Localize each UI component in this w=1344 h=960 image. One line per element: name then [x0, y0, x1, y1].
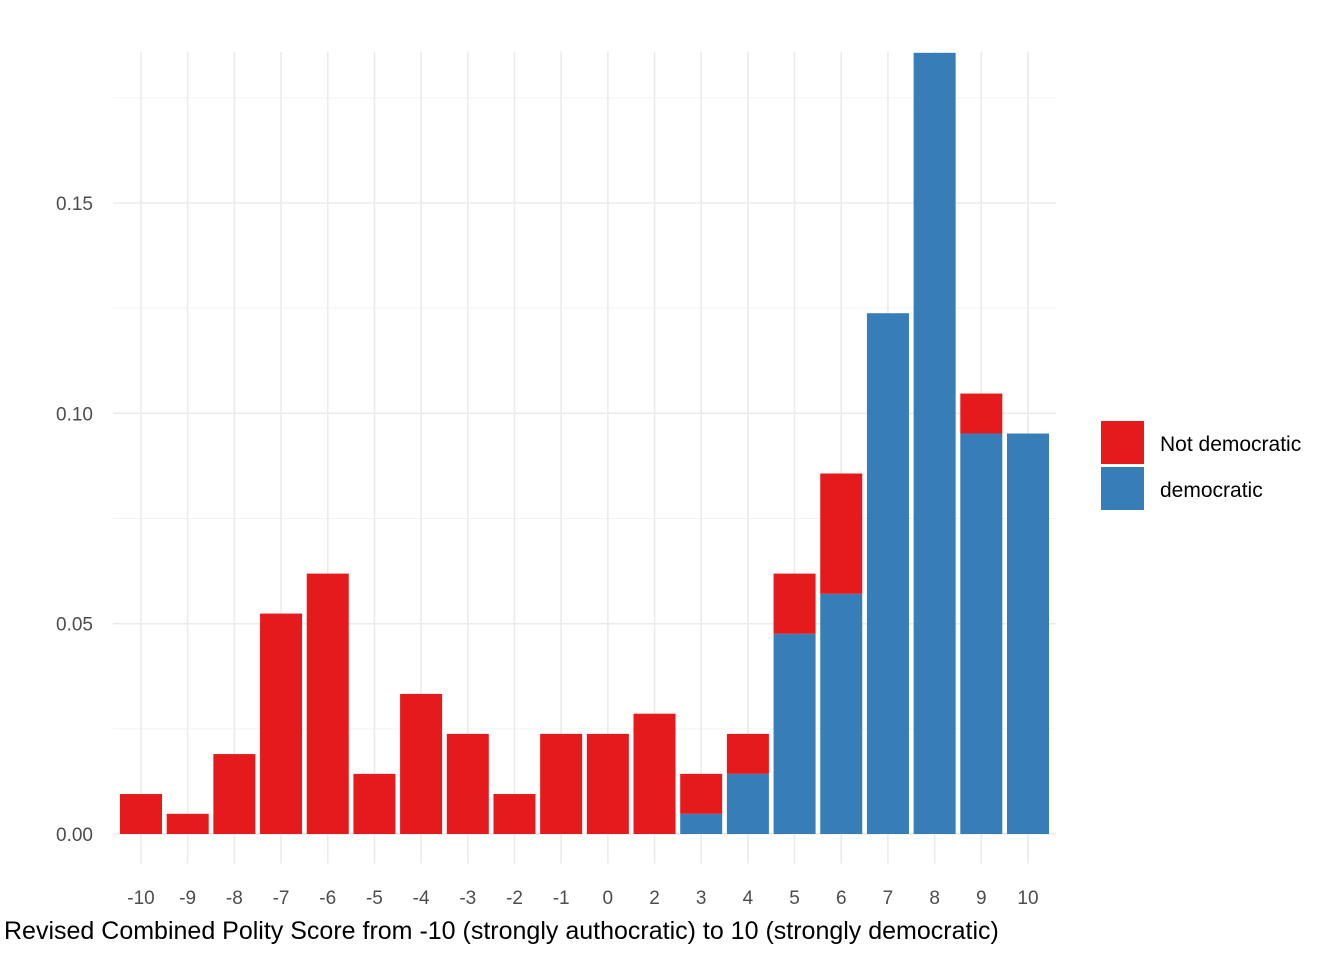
x-tick-label: 3	[696, 888, 707, 909]
bar-not-democratic--6	[306, 573, 349, 834]
bar-not-democratic--8	[213, 754, 256, 834]
bar-not-democratic-4	[726, 733, 769, 774]
x-tick-label: 9	[976, 888, 987, 909]
bar-not-democratic-9	[960, 393, 1003, 434]
bar-not-democratic--5	[353, 773, 396, 834]
x-tick-label: 8	[929, 888, 940, 909]
bar-not-democratic-0	[586, 733, 629, 834]
x-tick-label: 2	[649, 888, 660, 909]
x-tick-label: 7	[883, 888, 894, 909]
x-tick-label: 10	[1017, 888, 1038, 909]
legend-label: democratic	[1160, 479, 1263, 502]
bar-not-democratic--4	[400, 693, 443, 834]
x-tick-label: -7	[273, 888, 290, 909]
bar-not-democratic--2	[493, 794, 536, 834]
bar-not-democratic-3	[680, 773, 723, 814]
x-tick-label: 4	[743, 888, 754, 909]
bar-democratic-8	[913, 52, 956, 834]
y-axis-ticks: 0.00 0.05 0.10 0.15	[56, 194, 93, 846]
y-tick-label: 0.15	[56, 194, 93, 215]
bar-democratic-6	[820, 593, 863, 834]
bar-not-democratic--7	[260, 613, 303, 834]
x-tick-label: -2	[506, 888, 523, 909]
x-tick-label: -3	[459, 888, 476, 909]
legend-key-democratic	[1101, 467, 1144, 510]
bar-not-democratic-5	[773, 573, 816, 634]
bar-not-democratic-2	[633, 713, 676, 834]
bar-democratic-4	[726, 773, 769, 834]
legend-label: Not democratic	[1160, 433, 1301, 456]
legend-key-not-democratic	[1101, 421, 1144, 464]
x-tick-label: 6	[836, 888, 847, 909]
y-tick-label: 0.05	[56, 615, 93, 636]
y-tick-label: 0.00	[56, 825, 93, 846]
x-axis-title: Revised Combined Polity Score from -10 (…	[4, 917, 999, 945]
x-tick-label: -4	[413, 888, 430, 909]
bar-not-democratic--10	[120, 794, 163, 834]
x-tick-label: -8	[226, 888, 243, 909]
y-tick-label: 0.10	[56, 404, 93, 425]
bar-democratic-9	[960, 433, 1003, 834]
bars	[120, 52, 1049, 834]
bar-not-democratic-6	[820, 473, 863, 594]
x-tick-label: 0	[603, 888, 614, 909]
bar-not-democratic--3	[446, 733, 489, 834]
x-tick-label: 5	[789, 888, 800, 909]
bar-democratic-10	[1006, 433, 1049, 834]
bar-democratic-7	[866, 313, 909, 834]
x-tick-label: -10	[127, 888, 154, 909]
bar-not-democratic--9	[166, 813, 209, 834]
x-tick-label: -9	[179, 888, 196, 909]
x-tick-label: -6	[319, 888, 336, 909]
x-axis-ticks: -10 -9 -8 -7 -6 -5 -4 -3 -2 -1 0 2 3 4 5 6 7 8 9 10	[127, 888, 1038, 909]
legend: Not democratic democratic	[1101, 421, 1301, 510]
bar-democratic-5	[773, 633, 816, 834]
x-tick-label: -1	[553, 888, 570, 909]
x-tick-label: -5	[366, 888, 383, 909]
bar-not-democratic--1	[540, 733, 583, 834]
bar-democratic-3	[680, 813, 723, 834]
